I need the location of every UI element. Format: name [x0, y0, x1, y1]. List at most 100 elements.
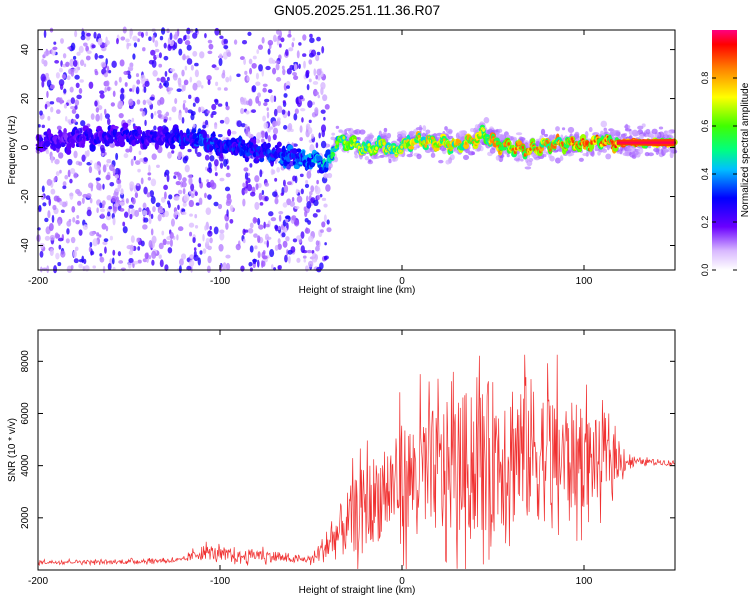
noise-speckle	[120, 87, 125, 94]
noise-speckle	[241, 39, 248, 45]
noise-speckle	[225, 254, 231, 259]
noise-speckle	[109, 181, 115, 187]
noise-speckle	[100, 61, 107, 68]
halo-speckle	[445, 128, 453, 134]
noise-speckle	[147, 101, 152, 106]
colorbar-ticks: 0.0 0.2 0.4 0.6 0.8	[700, 72, 737, 276]
noise-speckle	[184, 164, 190, 173]
noise-speckle	[129, 244, 134, 252]
noise-speckle	[282, 179, 286, 187]
noise-speckle	[315, 240, 320, 247]
noise-speckle	[294, 205, 300, 210]
noise-speckle	[128, 258, 134, 264]
halo-speckle	[578, 157, 584, 162]
noise-speckle	[265, 223, 270, 228]
noise-speckle	[109, 235, 114, 241]
noise-speckle	[148, 239, 153, 249]
noise-speckle	[108, 205, 113, 210]
spectrogram-y-label: Frequency (Hz)	[7, 116, 18, 185]
noise-speckle	[253, 218, 258, 223]
noise-speckle	[281, 232, 286, 238]
noise-speckle	[90, 250, 95, 256]
noise-speckle	[272, 120, 278, 127]
noise-speckle	[306, 170, 312, 179]
noise-speckle	[196, 152, 202, 158]
noise-speckle	[73, 150, 78, 159]
noise-speckle	[324, 242, 327, 246]
noise-speckle	[159, 259, 164, 268]
noise-speckle	[267, 48, 271, 55]
noise-speckle	[181, 211, 187, 215]
noise-speckle	[75, 113, 80, 119]
noise-speckle	[274, 224, 279, 230]
noise-speckle	[169, 32, 173, 41]
noise-speckle	[266, 239, 269, 248]
noise-speckle	[190, 28, 194, 33]
noise-speckle	[315, 245, 320, 252]
noise-speckle	[181, 181, 187, 188]
noise-speckle	[169, 238, 173, 247]
noise-speckle	[41, 185, 45, 193]
noise-speckle	[258, 64, 263, 72]
noise-speckle	[48, 223, 54, 232]
noise-speckle	[199, 250, 203, 255]
noise-speckle	[127, 74, 132, 80]
noise-speckle	[235, 243, 241, 251]
noise-speckle	[202, 248, 207, 254]
ridge-cell	[91, 144, 96, 149]
noise-speckle	[143, 186, 148, 195]
halo-speckle	[600, 120, 608, 128]
noise-speckle	[242, 198, 246, 207]
noise-speckle	[111, 195, 117, 202]
noise-speckle	[46, 90, 49, 99]
noise-speckle	[58, 244, 62, 250]
noise-speckle	[219, 232, 225, 241]
noise-speckle	[120, 188, 124, 196]
noise-speckle	[293, 113, 298, 121]
noise-speckle	[122, 221, 126, 227]
halo-speckle	[327, 166, 331, 171]
ridge-cell	[244, 156, 250, 163]
noise-speckle	[128, 250, 134, 256]
noise-speckle	[261, 251, 266, 259]
y-tick-label: 6000	[20, 402, 31, 425]
noise-speckle	[240, 98, 246, 105]
noise-speckle	[300, 245, 305, 254]
noise-speckle	[304, 183, 310, 189]
noise-speckle	[116, 178, 121, 185]
noise-speckle	[158, 63, 163, 68]
noise-speckle	[147, 176, 152, 181]
noise-speckle	[283, 93, 288, 98]
ridge-cell	[252, 137, 257, 146]
noise-speckle	[299, 125, 303, 133]
noise-speckle	[164, 70, 168, 77]
ridge-cell	[118, 140, 126, 148]
noise-speckle	[272, 67, 277, 75]
noise-speckle	[134, 209, 140, 218]
noise-speckle	[181, 69, 185, 77]
noise-speckle	[99, 202, 103, 209]
noise-speckle	[49, 234, 55, 241]
noise-speckle	[286, 85, 290, 89]
noise-speckle	[117, 251, 122, 257]
noise-speckle	[157, 114, 162, 118]
noise-speckle	[296, 195, 303, 203]
noise-speckle	[311, 249, 315, 254]
noise-speckle	[143, 157, 148, 162]
noise-speckle	[113, 203, 120, 207]
noise-speckle	[320, 109, 326, 114]
halo-speckle	[588, 126, 593, 133]
noise-speckle	[132, 35, 138, 42]
noise-speckle	[302, 53, 307, 57]
noise-speckle	[105, 163, 109, 167]
noise-speckle	[96, 207, 99, 214]
noise-speckle	[285, 218, 289, 223]
noise-speckle	[74, 74, 80, 80]
halo-speckle	[495, 155, 500, 161]
noise-speckle	[81, 30, 85, 37]
noise-speckle	[262, 83, 268, 88]
noise-speckle	[149, 190, 154, 198]
noise-speckle	[75, 82, 80, 89]
noise-speckle	[158, 242, 164, 250]
noise-speckle	[127, 207, 131, 215]
